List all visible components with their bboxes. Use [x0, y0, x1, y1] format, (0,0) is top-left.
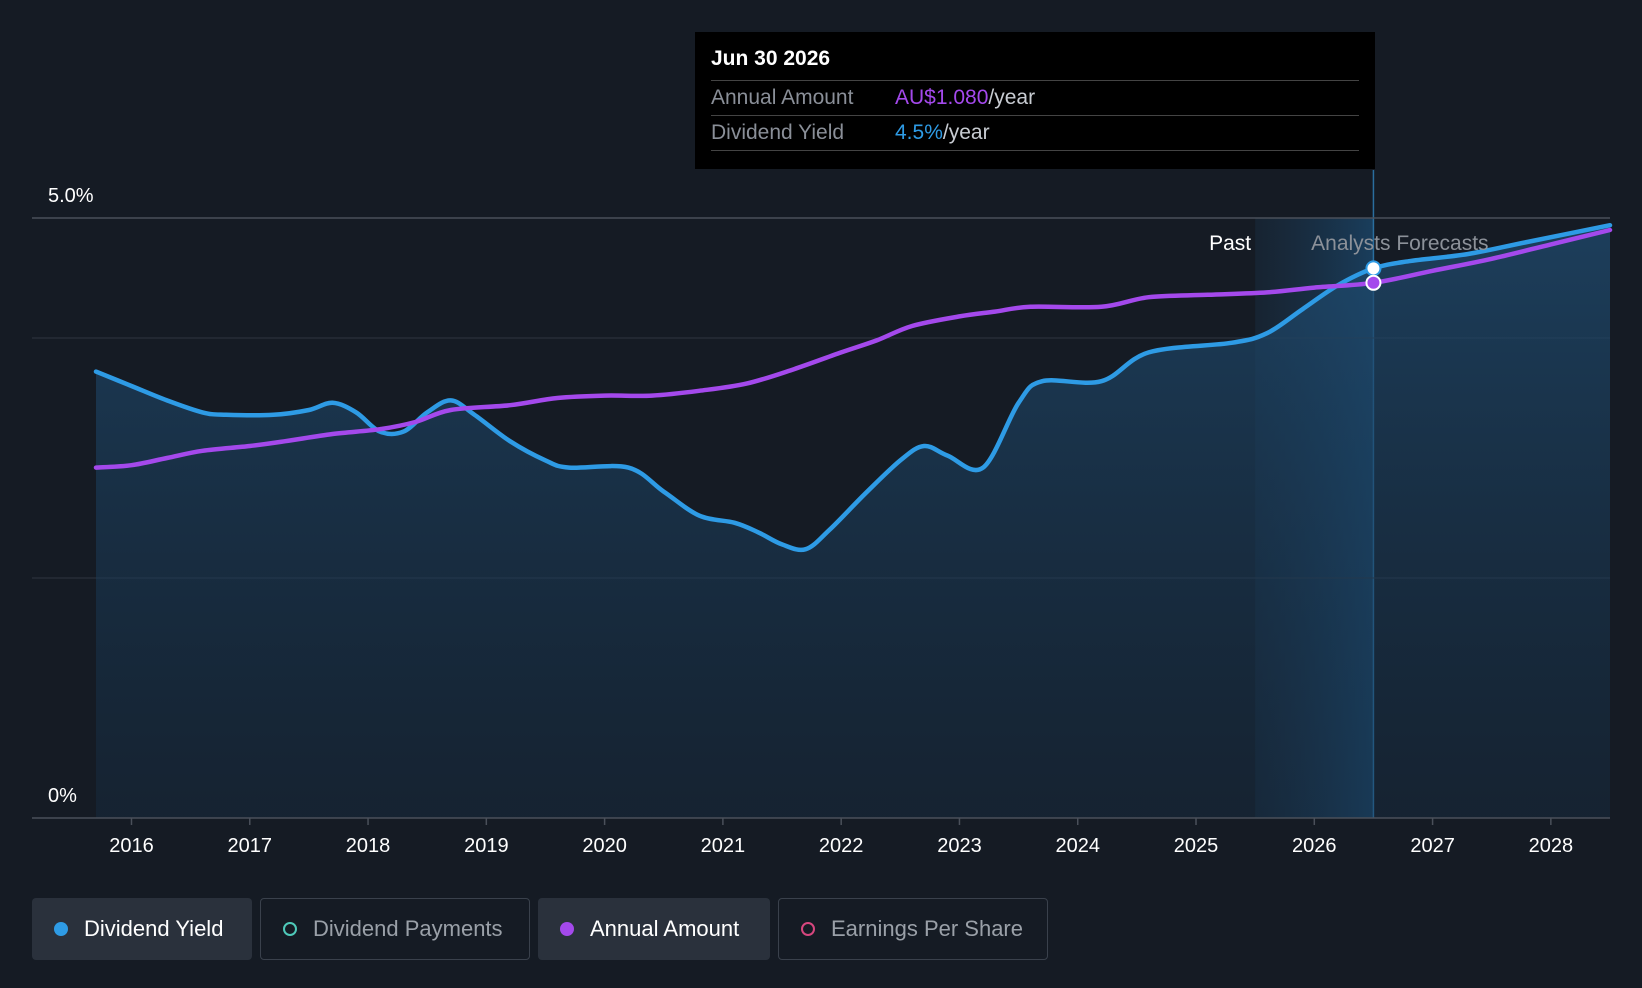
x-tick-label: 2024: [1055, 835, 1100, 857]
x-tick-label: 2022: [819, 835, 864, 857]
tooltip-suffix: /year: [988, 86, 1036, 109]
tooltip: Jun 30 2026 Annual Amount AU$1.080/year D…: [695, 32, 1375, 169]
legend-dot-icon: [54, 922, 68, 936]
series-area-0: [96, 225, 1610, 818]
highlight-marker-yield: [1365, 260, 1382, 277]
legend-label: Annual Amount: [590, 916, 740, 941]
x-tick-label: 2027: [1410, 835, 1455, 857]
x-tick-label: 2017: [228, 835, 273, 857]
tooltip-value: AU$1.080: [895, 86, 989, 109]
x-tick-label: 2023: [937, 835, 982, 857]
legend-label: Dividend Yield: [84, 916, 224, 941]
tooltip-row-annual-amount: Annual Amount AU$1.080/year: [711, 81, 1359, 116]
tooltip-date: Jun 30 2026: [711, 32, 1359, 81]
x-tick-label: 2026: [1292, 835, 1337, 857]
legend-dot-icon: [560, 922, 574, 936]
past-label: Past: [1209, 232, 1251, 255]
tooltip-label: Dividend Yield: [711, 121, 845, 144]
legend-dividend-payments[interactable]: Dividend Payments: [260, 898, 530, 960]
tooltip-label: Annual Amount: [711, 86, 854, 109]
x-tick-label: 2019: [464, 835, 509, 857]
x-tick-label: 2020: [582, 835, 627, 857]
legend-annual-amount[interactable]: Annual Amount: [538, 898, 770, 960]
legend-label: Earnings Per Share: [831, 916, 1023, 941]
tooltip-row-dividend-yield: Dividend Yield 4.5%/year: [711, 116, 1359, 151]
forecast-label: Analysts Forecasts: [1311, 232, 1488, 255]
x-tick-label: 2016: [109, 835, 154, 857]
legend-dot-icon: [801, 922, 815, 936]
tooltip-suffix: /year: [942, 121, 990, 144]
legend-dot-icon: [283, 922, 297, 936]
series-line-1: [93, 227, 1613, 470]
series-line-0: [93, 222, 1613, 553]
x-tick-label: 2021: [701, 835, 746, 857]
x-tick-label: 2028: [1529, 835, 1574, 857]
highlight-marker-amount: [1365, 274, 1382, 291]
tooltip-value: 4.5%: [895, 121, 943, 144]
y-tick-label: 0%: [48, 785, 77, 807]
legend-earnings-per-share[interactable]: Earnings Per Share: [778, 898, 1048, 960]
x-tick-label: 2018: [346, 835, 391, 857]
legend-label: Dividend Payments: [313, 916, 503, 941]
legend-dividend-yield[interactable]: Dividend Yield: [32, 898, 252, 960]
y-tick-label: 5.0%: [48, 185, 94, 207]
x-tick-label: 2025: [1174, 835, 1219, 857]
